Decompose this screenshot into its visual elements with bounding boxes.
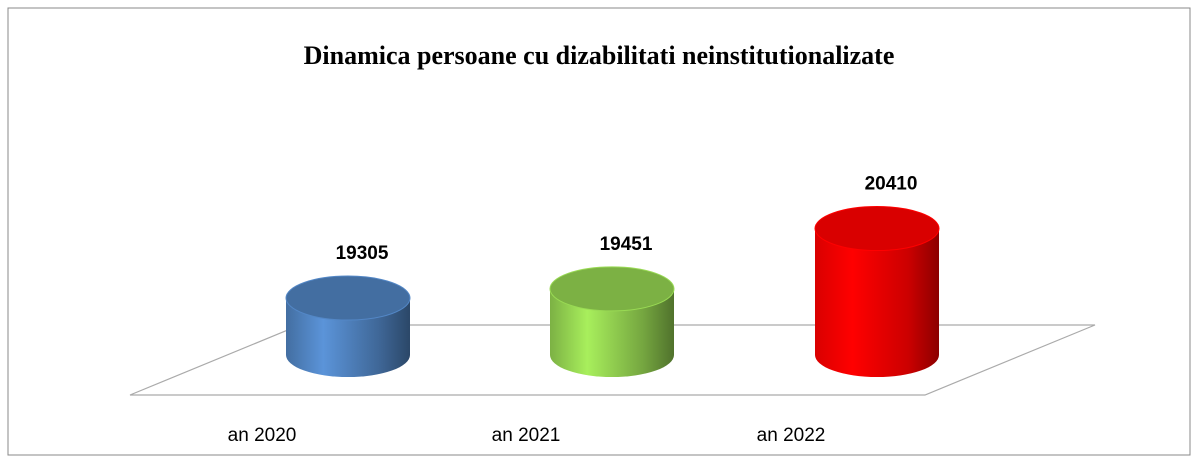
floor [129,324,1096,396]
cylinder-top [285,275,411,321]
chart-title: Dinamica persoane cu dizabilitati neinst… [304,41,895,70]
value-label: 19305 [336,243,389,264]
value-label: 19451 [600,234,653,255]
cylinder-top [814,206,940,252]
x-tick-label: an 2021 [492,425,561,446]
x-tick-label: an 2022 [757,425,826,446]
cylinder-top [549,266,675,312]
cylinder-body [286,298,410,377]
value-label: 20410 [865,174,918,195]
chart-border [7,7,1191,456]
cylinder-body [815,228,939,377]
x-tick-label: an 2020 [228,425,297,446]
cylinder-body [550,288,674,377]
